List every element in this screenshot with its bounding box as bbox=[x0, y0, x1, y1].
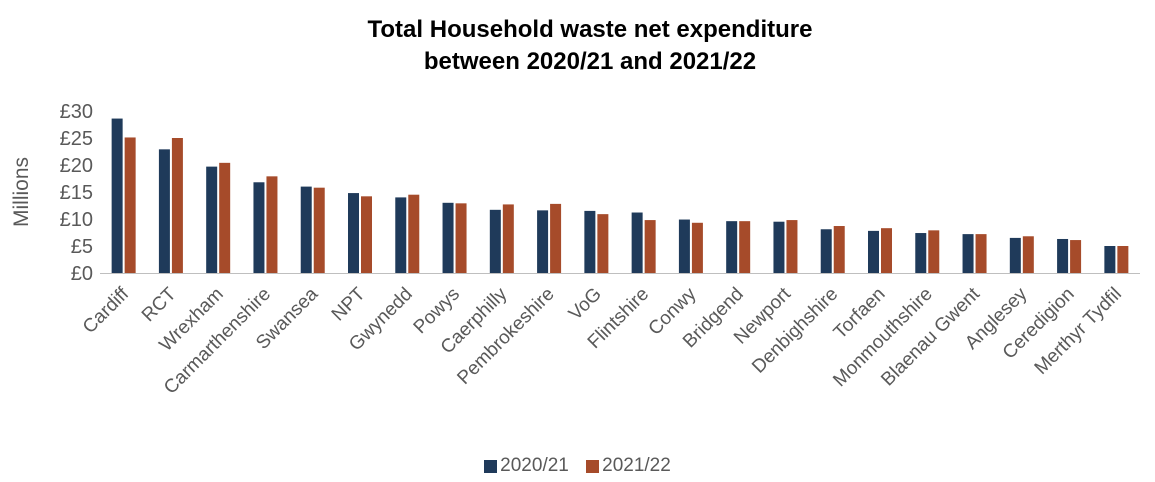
bar-2020-21-flintshire bbox=[631, 212, 643, 273]
chart-title-line1: Total Household waste net expenditure bbox=[367, 16, 813, 43]
bar-2020-21-pembrokeshire bbox=[537, 210, 549, 273]
bar-2020-21-merthyr-tydfil bbox=[1104, 246, 1116, 273]
bar-2021-22-vog bbox=[597, 214, 609, 273]
x-tick-label: RCT bbox=[138, 283, 181, 326]
x-tick-label: NPT bbox=[328, 283, 370, 325]
bar-2021-22-newport bbox=[786, 220, 798, 273]
bar-2021-22-cardiff bbox=[124, 137, 136, 273]
bar-2020-21-anglesey bbox=[1009, 237, 1021, 273]
legend-swatch-2021-22 bbox=[586, 459, 600, 473]
x-tick-label: Cardiff bbox=[79, 283, 134, 338]
bar-2021-22-npt bbox=[361, 196, 372, 273]
bar-2020-21-vog bbox=[584, 210, 596, 273]
legend-item-2020-21: 2020/21 bbox=[484, 455, 569, 477]
bar-2021-22-flintshire bbox=[644, 220, 656, 273]
bar-2020-21-powys bbox=[442, 202, 454, 273]
legend-item-2021-22: 2021/22 bbox=[586, 455, 671, 477]
bar-2020-21-npt bbox=[348, 193, 359, 273]
chart-title-line2: between 2020/21 and 2021/22 bbox=[423, 48, 757, 75]
bar-2020-21-wrexham bbox=[206, 166, 218, 273]
bar-2020-21-conwy bbox=[678, 219, 690, 273]
bar-2021-22-wrexham bbox=[219, 162, 231, 273]
bar-2021-22-caerphilly bbox=[502, 204, 514, 273]
bar-2020-21-denbighshire bbox=[820, 229, 832, 273]
bar-2021-22-anglesey bbox=[1022, 236, 1034, 273]
bar-2020-21-carmarthenshire bbox=[253, 182, 265, 273]
bar-2021-22-denbighshire bbox=[833, 226, 845, 273]
y-tick-label: £20 bbox=[60, 155, 93, 177]
bar-2021-22-pembrokeshire bbox=[550, 203, 562, 273]
bar-2020-21-gwynedd bbox=[395, 197, 407, 273]
bar-2020-21-blaenau-gwent bbox=[962, 234, 974, 273]
chart-title: Total Household waste net expenditure be… bbox=[0, 14, 1155, 78]
bar-2020-21-rct bbox=[158, 149, 170, 273]
y-tick-label: £15 bbox=[60, 182, 93, 204]
bar-2020-21-swansea bbox=[300, 186, 312, 273]
bar-2021-22-gwynedd bbox=[408, 194, 420, 273]
y-axis-title: Millions bbox=[10, 157, 33, 227]
bar-2021-22-carmarthenshire bbox=[266, 176, 278, 273]
bar-2021-22-monmouthshire bbox=[928, 230, 940, 273]
y-tick-label: £25 bbox=[60, 128, 93, 150]
bar-2020-21-newport bbox=[773, 221, 785, 273]
bar-2021-22-torfaen bbox=[881, 228, 892, 273]
bar-2021-22-swansea bbox=[313, 187, 325, 273]
bar-2020-21-torfaen bbox=[868, 230, 879, 273]
bar-2021-22-blaenau-gwent bbox=[975, 234, 987, 273]
bar-2021-22-ceredigion bbox=[1070, 240, 1082, 273]
bar-2021-22-powys bbox=[455, 203, 467, 273]
x-tick-label: VoG bbox=[565, 284, 606, 325]
bar-2020-21-caerphilly bbox=[489, 209, 501, 273]
bar-2020-21-cardiff bbox=[111, 118, 123, 273]
bar-2020-21-monmouthshire bbox=[915, 233, 927, 273]
y-tick-label: £10 bbox=[60, 209, 93, 231]
bar-2021-22-rct bbox=[171, 138, 183, 273]
bar-2021-22-bridgend bbox=[739, 221, 751, 273]
legend-label-2020-21: 2020/21 bbox=[500, 455, 569, 476]
y-tick-label: £0 bbox=[71, 263, 93, 285]
legend: 2020/21 2021/22 bbox=[0, 455, 1155, 479]
y-tick-label: £5 bbox=[71, 236, 93, 258]
legend-label-2021-22: 2021/22 bbox=[602, 455, 671, 476]
bar-2020-21-ceredigion bbox=[1057, 238, 1069, 273]
bar-2020-21-bridgend bbox=[726, 221, 738, 273]
bar-2021-22-conwy bbox=[691, 222, 703, 273]
y-tick-label: £30 bbox=[60, 101, 93, 123]
legend-swatch-2020-21 bbox=[484, 459, 498, 473]
bar-2021-22-merthyr-tydfil bbox=[1117, 246, 1129, 273]
